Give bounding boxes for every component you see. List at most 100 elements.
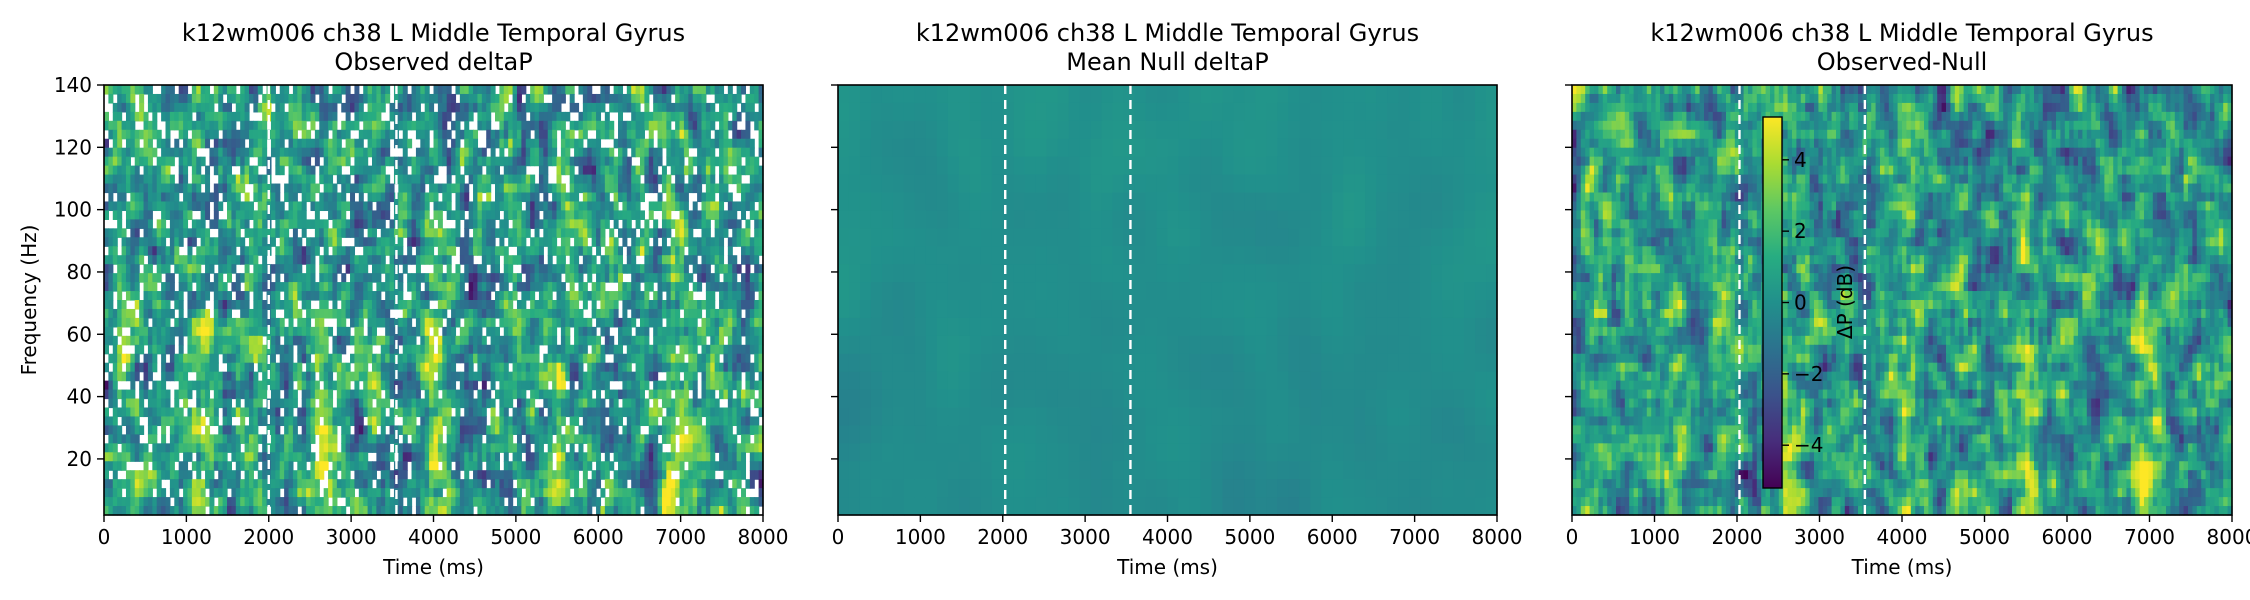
heatmap-cell	[446, 85, 452, 95]
heatmap-cell	[521, 174, 527, 185]
heatmap-cell	[451, 237, 457, 247]
heatmap-cell	[741, 389, 747, 400]
heatmap-cell	[227, 300, 232, 310]
heatmap-cell	[525, 326, 531, 337]
heatmap-cell	[714, 111, 720, 122]
heatmap-cell	[670, 201, 676, 212]
heatmap-cell	[323, 273, 329, 283]
heatmap-cell	[415, 219, 421, 229]
heatmap-cell	[165, 129, 171, 140]
heatmap-cell	[112, 85, 118, 95]
heatmap-cell	[569, 165, 575, 176]
heatmap-cell	[341, 326, 347, 337]
heatmap-cell	[437, 183, 443, 194]
heatmap-cell	[323, 282, 329, 292]
heatmap-cell	[262, 371, 268, 382]
heatmap-cell	[727, 120, 733, 131]
heatmap-cell	[376, 165, 382, 176]
heatmap-cell	[582, 425, 588, 435]
heatmap-cell	[503, 371, 509, 382]
heatmap-cell	[464, 120, 470, 131]
heatmap-cell	[508, 201, 514, 212]
heatmap-cell	[512, 255, 518, 265]
heatmap-cell	[499, 389, 505, 400]
heatmap-cell	[666, 255, 672, 265]
heatmap-cell	[161, 282, 167, 292]
heatmap-cell	[227, 210, 232, 220]
heatmap-cell	[644, 300, 650, 310]
heatmap-cell	[420, 407, 426, 418]
heatmap-cell	[213, 183, 219, 194]
heatmap-cell	[741, 138, 747, 149]
heatmap-cell	[745, 335, 751, 346]
heatmap-cell	[543, 147, 549, 158]
heatmap-cell	[508, 111, 514, 122]
heatmap-cell	[169, 425, 175, 435]
heatmap-cell	[644, 228, 650, 238]
heatmap-cell	[350, 353, 356, 364]
heatmap-cell	[464, 344, 470, 355]
heatmap-cell	[679, 111, 685, 122]
heatmap-cell	[240, 111, 246, 122]
heatmap-cell	[117, 326, 123, 337]
heatmap-cell	[587, 183, 593, 194]
heatmap-cell	[468, 371, 474, 382]
heatmap-cell	[231, 201, 237, 212]
heatmap-cell	[754, 282, 760, 292]
heatmap-cell	[692, 282, 698, 292]
heatmap-cell	[534, 300, 540, 310]
heatmap-cell	[415, 102, 421, 113]
heatmap-cell	[200, 416, 206, 427]
heatmap-cell	[363, 147, 369, 158]
heatmap-cell	[376, 308, 382, 319]
heatmap-cell	[631, 102, 637, 113]
heatmap-cell	[253, 344, 259, 355]
heatmap-cell	[468, 165, 474, 176]
heatmap-cell	[719, 425, 725, 435]
heatmap-cell	[161, 308, 167, 319]
heatmap-cell	[125, 129, 131, 140]
heatmap-cell	[279, 219, 285, 229]
heatmap-cell	[134, 416, 140, 427]
heatmap-cell	[657, 407, 663, 418]
heatmap-cell	[486, 138, 492, 149]
heatmap-cell	[578, 389, 584, 400]
heatmap-cell	[240, 85, 246, 95]
heatmap-cell	[512, 183, 518, 194]
heatmap-cell	[244, 300, 250, 310]
heatmap-cell	[253, 371, 259, 382]
heatmap-cell	[666, 219, 672, 229]
heatmap-cell	[125, 273, 131, 283]
heatmap-cell	[556, 317, 562, 328]
heatmap-cell	[134, 407, 140, 418]
heatmap-cell	[521, 156, 527, 167]
heatmap-cell	[446, 147, 452, 158]
heatmap-cell	[732, 308, 738, 319]
heatmap-cell	[134, 246, 140, 256]
heatmap-cell	[609, 255, 615, 265]
heatmap-cell	[288, 353, 294, 364]
heatmap-cell	[262, 389, 268, 400]
heatmap-cell	[705, 317, 711, 328]
heatmap-cell	[534, 210, 540, 220]
heatmap-cell	[323, 291, 329, 301]
heatmap-cell	[512, 138, 518, 149]
heatmap-cell	[543, 138, 549, 149]
heatmap-cell	[705, 85, 711, 95]
heatmap-cell	[468, 156, 474, 167]
heatmap-cell	[244, 111, 250, 122]
heatmap-cell	[222, 102, 228, 113]
heatmap-cell	[486, 201, 492, 212]
heatmap-cell	[552, 371, 558, 382]
heatmap-cell	[253, 264, 259, 274]
heatmap-cell	[697, 264, 703, 274]
heatmap-cell	[248, 380, 254, 391]
heatmap-cell	[556, 362, 562, 373]
heatmap-cell	[191, 120, 197, 131]
heatmap-cell	[473, 380, 479, 391]
heatmap-cell	[547, 255, 553, 265]
heatmap-cell	[477, 300, 483, 310]
heatmap-cell	[231, 85, 237, 95]
heatmap-cell	[121, 228, 127, 238]
heatmap-cell	[670, 264, 676, 274]
